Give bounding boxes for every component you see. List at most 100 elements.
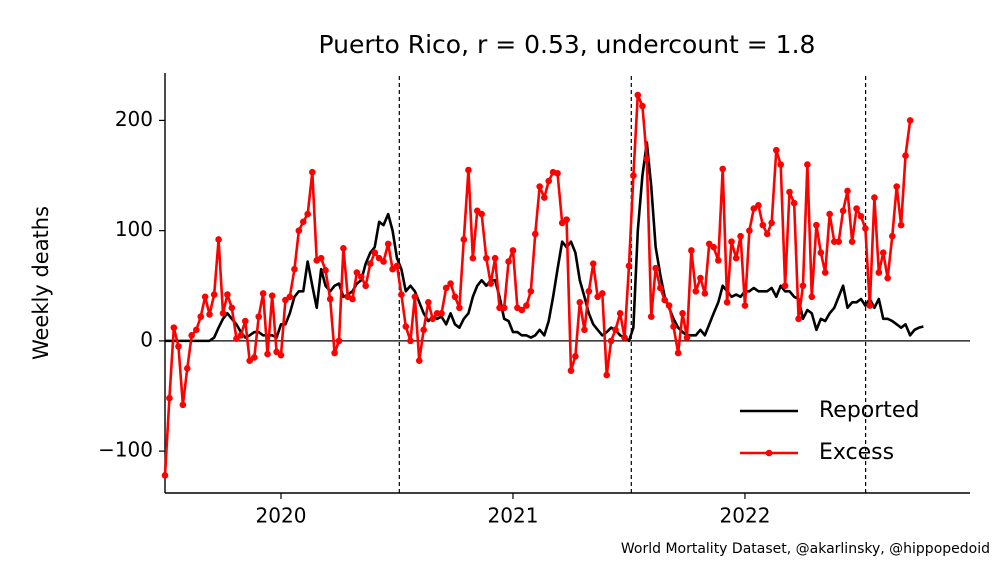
data-point [692,287,700,295]
data-point [576,298,584,306]
data-point [821,269,829,276]
data-point [398,291,405,298]
data-point [531,230,539,238]
data-point [496,304,503,312]
data-point [188,332,195,339]
data-point [634,91,642,99]
data-point [853,205,860,212]
data-point [384,240,392,248]
data-point [804,161,811,168]
y-tick-label: 200 [115,107,153,131]
data-point [545,177,553,185]
data-point [719,165,727,173]
data-point [630,172,637,179]
data-point [661,296,669,304]
data-point [750,205,758,212]
data-point [594,293,601,301]
data-point [763,230,771,238]
data-point [732,254,740,262]
data-point [317,254,325,262]
data-point [460,236,468,243]
data-point [264,350,271,358]
data-point [879,249,887,256]
data-point [442,284,450,292]
data-point [786,188,793,196]
data-point [380,258,387,265]
data-point [737,232,744,240]
data-point [746,227,753,234]
data-point [331,349,338,357]
data-point [563,216,570,223]
data-point [175,343,182,350]
data-point [862,225,869,232]
data-point [541,194,548,201]
data-point [509,247,517,254]
data-point [639,102,646,110]
data-point [304,210,311,218]
legend-marker [765,449,773,457]
y-tick-label: 0 [140,327,153,351]
data-point [291,265,298,273]
data-point [656,284,664,292]
data-point [505,258,512,265]
data-point [357,273,365,281]
data-point [572,353,579,360]
data-point [393,262,401,270]
data-point [884,274,891,282]
data-point [237,332,245,339]
data-point [518,306,526,314]
data-point [781,282,789,290]
data-point [701,290,709,297]
data-point [193,326,200,334]
data-point [772,146,780,154]
data-point [875,269,883,276]
data-point [871,194,878,201]
data-point [362,282,369,290]
data-point [210,291,218,298]
data-point [607,337,615,345]
x-tick-label: 2021 [488,504,539,528]
data-point [429,315,437,323]
data-point [335,337,343,345]
data-point [554,170,561,177]
data-point [683,334,691,341]
data-point [777,161,784,168]
data-point [799,282,807,290]
data-point [603,371,611,379]
legend-label: Excess [819,440,894,465]
data-point [491,254,499,262]
data-point [322,267,329,274]
data-point [326,295,334,303]
data-point [527,287,535,295]
data-point [451,293,459,301]
data-point [415,357,423,365]
data-point [349,295,356,303]
data-point [500,304,508,312]
data-point [277,351,285,359]
data-point [893,183,900,190]
data-point [259,290,267,297]
x-tick-label: 2020 [256,504,307,528]
data-point [647,313,655,320]
chart-title: Puerto Rico, r = 0.53, undercount = 1.8 [319,30,816,59]
data-point [295,227,303,234]
data-point [598,290,606,297]
data-point [897,221,905,229]
y-tick-label: 100 [115,217,153,241]
data-point [299,218,307,226]
data-point [697,274,704,282]
data-point [425,298,432,306]
data-point [848,238,856,245]
data-point [795,315,802,323]
data-point [723,298,731,306]
data-point [309,168,316,176]
data-point [340,244,347,252]
data-point [523,302,530,309]
data-point [589,260,597,268]
data-point [817,249,825,256]
data-point [161,472,169,479]
data-point [166,394,173,402]
data-point [268,292,276,299]
data-point [813,221,820,229]
